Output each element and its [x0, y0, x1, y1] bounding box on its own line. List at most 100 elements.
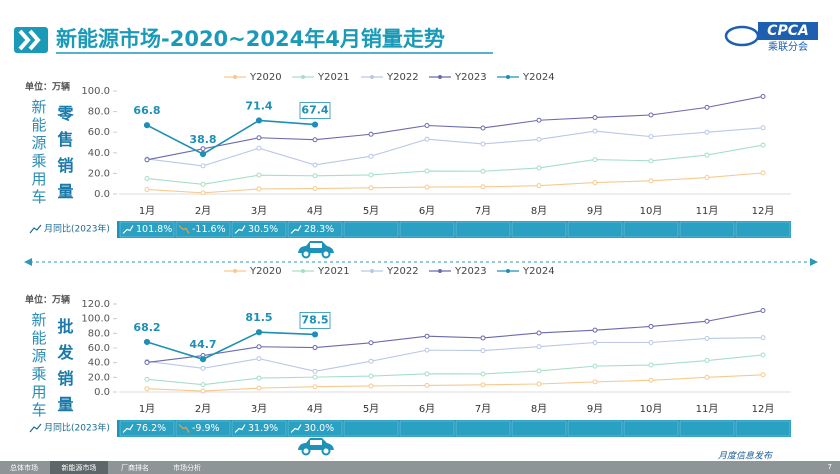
legend-label: Y2020 — [249, 266, 282, 277]
yoy-trend — [234, 225, 246, 234]
x-tick-label: 9月 — [587, 403, 603, 415]
yoy-value: 101.8% — [136, 224, 172, 235]
data-point — [480, 125, 486, 131]
data-point — [424, 123, 430, 129]
data-point — [480, 168, 486, 174]
yoy-trend — [234, 424, 246, 433]
data-label: 78.5 — [301, 313, 328, 326]
legend-label: Y2022 — [386, 266, 419, 277]
x-tick-label: 6月 — [419, 205, 435, 217]
title-icon — [14, 27, 48, 53]
data-point — [704, 104, 710, 110]
y-tick-label: 80.0 — [88, 328, 110, 339]
unit-label: 单位：万辆 — [25, 294, 70, 306]
yoy-value: -11.6% — [192, 224, 226, 235]
data-point — [480, 141, 486, 147]
y-tick-label: 40.0 — [88, 358, 110, 369]
y-tick-label: 60.0 — [88, 343, 110, 354]
data-point — [536, 381, 542, 387]
data-point — [144, 186, 150, 192]
data-point — [424, 333, 430, 339]
x-tick-label: 10月 — [640, 403, 663, 415]
data-point — [536, 344, 542, 350]
yoy-value: 30.5% — [248, 224, 278, 235]
data-point — [368, 153, 374, 159]
x-tick-label: 7月 — [475, 403, 491, 415]
data-point — [760, 170, 766, 176]
data-point — [256, 375, 262, 381]
data-point — [592, 114, 598, 120]
x-tick-label: 10月 — [640, 205, 663, 217]
footer-note: 月度信息发布 — [718, 451, 774, 462]
legend-marker — [370, 75, 374, 79]
data-point — [592, 379, 598, 385]
data-point — [368, 185, 374, 191]
series-line — [146, 119, 316, 155]
data-label: 81.5 — [245, 311, 272, 324]
data-point — [536, 330, 542, 336]
data-point — [760, 125, 766, 131]
data-point — [648, 158, 654, 164]
yoy-trend — [178, 424, 190, 433]
data-point — [368, 340, 374, 346]
data-point — [536, 117, 542, 123]
data-point — [199, 356, 207, 363]
footer-tab-label: 总体市场 — [10, 463, 38, 472]
yoy-cell — [119, 221, 175, 238]
data-point — [592, 340, 598, 345]
legend-marker — [233, 269, 237, 273]
logo: CPCA 乘联分会 — [724, 22, 818, 53]
data-point — [760, 335, 766, 341]
yoy-cell — [231, 221, 287, 238]
data-point — [704, 129, 710, 135]
logo-text: CPCA — [767, 23, 809, 39]
yoy-trend — [122, 225, 134, 234]
data-point — [312, 173, 318, 179]
yoy-trend — [290, 225, 302, 234]
data-point — [312, 345, 318, 351]
data-label: 67.4 — [301, 104, 328, 117]
y-tick-label: 100.0 — [81, 86, 110, 97]
data-point — [144, 386, 150, 392]
data-point — [312, 186, 318, 192]
data-point — [368, 172, 374, 178]
x-tick-label: 3月 — [251, 205, 267, 217]
footer-tab — [0, 461, 48, 474]
car-window — [310, 243, 322, 248]
label-box — [299, 312, 331, 329]
data-point — [368, 131, 374, 137]
footer-tab — [50, 461, 108, 474]
yoy-value: 31.9% — [248, 423, 278, 434]
data-point — [256, 356, 262, 362]
data-point — [256, 172, 262, 178]
data-point — [760, 93, 766, 99]
data-point — [312, 162, 318, 168]
data-point — [592, 180, 598, 186]
x-tick-label: 4月 — [307, 403, 323, 415]
data-point — [760, 308, 766, 314]
x-tick-label: 1月 — [139, 205, 155, 217]
yoy-trend — [122, 424, 134, 433]
legend-label: Y2023 — [454, 72, 487, 83]
data-point — [311, 331, 319, 338]
footer-tab-label: 厂商排名 — [121, 463, 149, 472]
yoy-cell — [119, 420, 175, 437]
x-tick-label: 1月 — [139, 403, 155, 415]
yoy-cell — [679, 221, 735, 238]
data-point — [760, 352, 766, 358]
data-point — [480, 371, 486, 377]
data-point — [704, 318, 710, 324]
legend-label: Y2020 — [249, 72, 282, 83]
x-tick-label: 5月 — [363, 205, 379, 217]
yoy-cell — [287, 221, 343, 238]
yoy-cell — [511, 420, 567, 437]
data-point — [143, 122, 151, 129]
series-line — [146, 354, 764, 386]
legend-marker — [370, 269, 374, 273]
data-label: 66.8 — [133, 104, 160, 117]
yoy-cell — [735, 221, 791, 238]
y-tick-label: 100.0 — [81, 314, 110, 325]
data-point — [200, 388, 206, 394]
data-point — [312, 368, 318, 374]
data-point — [704, 358, 710, 364]
